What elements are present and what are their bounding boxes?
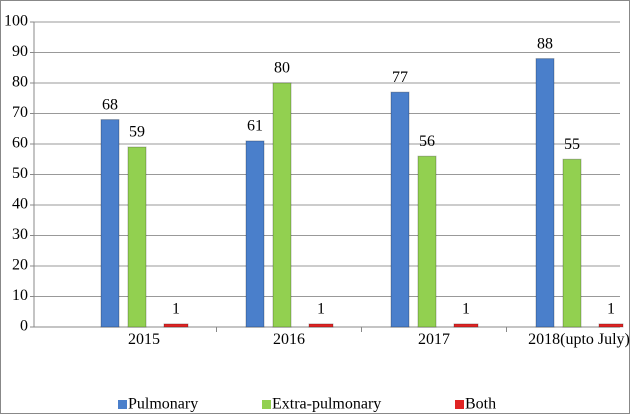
bar — [562, 158, 582, 328]
data-label: 68 — [102, 96, 118, 113]
legend-swatch — [455, 400, 464, 409]
bar — [535, 58, 555, 328]
y-tick-label: 30 — [12, 226, 28, 243]
data-label: 88 — [537, 35, 553, 52]
y-tick-label: 40 — [12, 196, 28, 213]
data-label: 80 — [274, 60, 290, 77]
y-tick-label: 50 — [12, 165, 28, 182]
bar — [598, 323, 624, 328]
y-tick-label: 0 — [20, 318, 28, 335]
bar — [390, 91, 410, 328]
data-label: 1 — [317, 301, 325, 318]
bar — [163, 323, 189, 328]
data-label: 56 — [419, 133, 435, 150]
x-tick-label: 2018(upto July) — [528, 331, 630, 348]
y-tick-label: 10 — [12, 287, 28, 304]
legend-label: Both — [465, 396, 496, 413]
legend-swatch — [262, 400, 271, 409]
y-tick-label: 70 — [12, 104, 28, 121]
x-tick-label: 2016 — [273, 331, 305, 348]
x-tick-label: 2017 — [418, 331, 450, 348]
data-label: 61 — [247, 118, 263, 135]
x-tick-label: 2015 — [128, 331, 160, 348]
legend-swatch — [118, 400, 127, 409]
bar — [100, 119, 120, 328]
data-label: 55 — [564, 136, 580, 153]
bar — [272, 82, 292, 328]
bar — [453, 323, 479, 328]
y-tick-label: 90 — [12, 43, 28, 60]
bar — [417, 155, 437, 328]
data-label: 59 — [129, 124, 145, 141]
data-label: 1 — [462, 301, 470, 318]
data-label: 1 — [607, 301, 615, 318]
y-tick-label: 60 — [12, 135, 28, 152]
y-tick-label: 80 — [12, 74, 28, 91]
bar — [308, 323, 334, 328]
data-label: 77 — [392, 69, 408, 86]
bar — [127, 146, 147, 328]
legend-label: Pulmonary — [128, 396, 198, 413]
y-tick-label: 100 — [4, 13, 28, 30]
y-tick-label: 20 — [12, 257, 28, 274]
bar — [245, 140, 265, 328]
legend-label: Extra-pulmonary — [272, 396, 381, 413]
data-label: 1 — [172, 301, 180, 318]
